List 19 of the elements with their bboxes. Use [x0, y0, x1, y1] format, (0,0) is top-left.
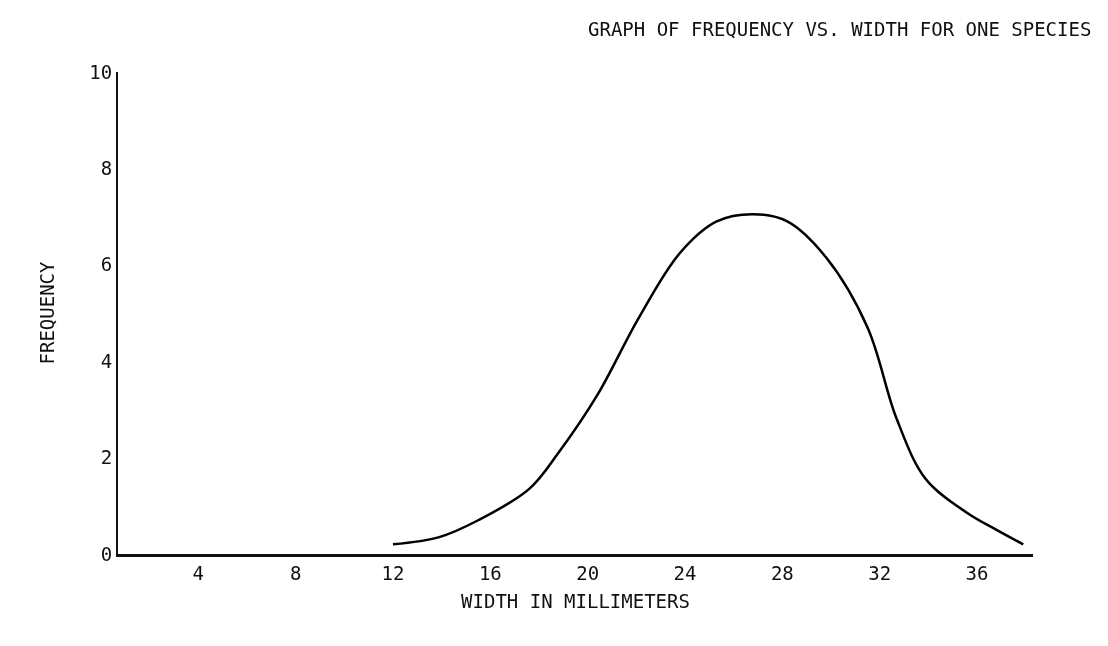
x-tick-label: 12 [381, 561, 405, 584]
x-axis-title: WIDTH IN MILLIMETERS [461, 589, 690, 612]
x-tick-label: 20 [576, 561, 600, 584]
y-tick-label: 6 [100, 253, 113, 276]
x-tick-label: 24 [673, 561, 697, 584]
y-tick-label: 10 [89, 60, 113, 83]
chart-title: GRAPH OF FREQUENCY VS. WIDTH FOR ONE SPECIES [588, 17, 1092, 40]
x-tick-label: 28 [770, 561, 794, 584]
x-tick-label: 16 [478, 561, 502, 584]
x-tick-label: 32 [868, 561, 892, 584]
x-tick-label: 8 [289, 561, 302, 584]
line-series [391, 212, 1025, 546]
y-tick-label: 8 [100, 157, 113, 180]
x-tick-label: 36 [965, 561, 989, 584]
x-tick-label: 4 [192, 561, 205, 584]
y-axis-title: FREQUENCY [35, 260, 58, 365]
y-tick-label: 0 [100, 542, 113, 565]
y-tick-label: 2 [100, 446, 113, 469]
y-tick-label: 4 [100, 349, 113, 372]
